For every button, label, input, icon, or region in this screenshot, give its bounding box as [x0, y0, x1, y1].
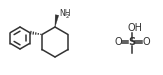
Text: NH: NH [59, 10, 71, 19]
Text: OH: OH [127, 23, 142, 33]
Text: 2: 2 [65, 14, 69, 19]
Text: O: O [114, 37, 122, 47]
Text: S: S [128, 37, 136, 47]
Polygon shape [55, 15, 59, 27]
Text: O: O [142, 37, 150, 47]
